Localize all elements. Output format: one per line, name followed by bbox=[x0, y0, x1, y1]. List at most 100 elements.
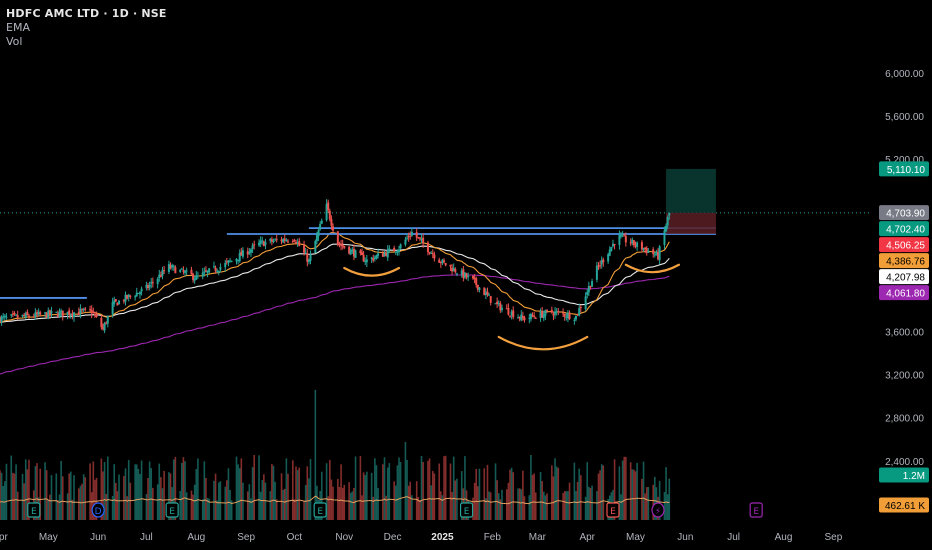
candle-body bbox=[373, 257, 376, 259]
candle-body bbox=[0, 317, 1, 323]
volume-bar bbox=[399, 461, 402, 520]
event-marker[interactable]: E bbox=[313, 502, 327, 518]
volume-bar bbox=[126, 496, 128, 520]
candle-body bbox=[372, 258, 375, 261]
volume-bar bbox=[298, 467, 301, 520]
volume-bar bbox=[351, 491, 354, 520]
volume-bar bbox=[620, 494, 622, 520]
event-marker[interactable]: ⚡ bbox=[651, 502, 665, 518]
volume-bar bbox=[152, 487, 154, 520]
volume-bar bbox=[240, 458, 243, 520]
candle-body bbox=[39, 312, 42, 315]
event-marker[interactable]: E bbox=[165, 502, 179, 518]
event-marker[interactable]: E bbox=[606, 502, 620, 518]
volume-bar bbox=[264, 482, 267, 520]
candle-body bbox=[295, 241, 298, 244]
event-marker-frame bbox=[749, 502, 763, 518]
symbol-title[interactable]: HDFC AMC LTD · 1D · NSE bbox=[6, 7, 167, 20]
volume-bar bbox=[39, 468, 42, 520]
candle-body bbox=[573, 319, 576, 321]
time-tick-label: May bbox=[626, 532, 645, 543]
volume-bar bbox=[361, 495, 363, 520]
candle-body bbox=[584, 296, 587, 310]
candle-body bbox=[381, 253, 384, 257]
candle-body bbox=[531, 315, 534, 317]
candle-body bbox=[523, 317, 526, 321]
candle-body bbox=[483, 287, 486, 296]
volume-bar bbox=[539, 471, 542, 520]
volume-bar bbox=[106, 456, 109, 520]
candle-body bbox=[56, 313, 59, 317]
ema-indicator-label[interactable]: EMA bbox=[6, 21, 30, 34]
volume-bar bbox=[341, 487, 344, 520]
volume-bar bbox=[534, 492, 537, 520]
candle-body bbox=[225, 261, 228, 263]
candle-body bbox=[264, 241, 267, 246]
volume-bar bbox=[147, 477, 149, 520]
candle-body bbox=[496, 301, 499, 304]
event-marker[interactable]: E bbox=[27, 502, 41, 518]
candle-body bbox=[415, 232, 418, 238]
volume-bar bbox=[0, 472, 3, 520]
volume-bar bbox=[597, 473, 600, 520]
candle-body bbox=[118, 300, 121, 305]
candle-body bbox=[95, 313, 98, 317]
candle-body bbox=[589, 285, 592, 288]
volume-bar bbox=[92, 461, 95, 520]
volume-bar bbox=[102, 471, 104, 520]
event-marker-label: E bbox=[317, 507, 323, 517]
volume-bar bbox=[332, 486, 334, 520]
candle-body bbox=[68, 310, 71, 316]
candle-body bbox=[307, 259, 310, 262]
candle-body bbox=[607, 254, 610, 262]
candle-body bbox=[84, 308, 87, 310]
candle-body bbox=[472, 275, 475, 279]
volume-bar bbox=[263, 474, 265, 520]
volume-bar bbox=[123, 476, 125, 520]
candle-body bbox=[443, 260, 446, 262]
event-markers[interactable]: E D E E E E ⚡ E bbox=[27, 502, 763, 518]
trade-box[interactable] bbox=[666, 168, 716, 234]
price-badge-bg bbox=[879, 237, 929, 253]
event-marker[interactable]: E bbox=[459, 502, 474, 518]
volume-bar bbox=[441, 495, 444, 520]
candle-body bbox=[433, 254, 436, 259]
volume-bar bbox=[409, 481, 412, 520]
time-axis[interactable]: Apr May Jun Jul Aug Sep Oct Nov Dec 2025 Feb Mar Apr… bbox=[0, 532, 843, 543]
volume-bar bbox=[69, 471, 72, 520]
price-axis[interactable]: 6,000.00 5,600.00 5,200.00 3,600.00 3,200.00… bbox=[885, 69, 924, 468]
volume-bar bbox=[531, 474, 534, 520]
candle-body bbox=[147, 285, 150, 289]
candle-body bbox=[114, 299, 117, 302]
event-marker[interactable]: E bbox=[749, 502, 763, 518]
candle-body bbox=[150, 282, 153, 284]
volume-bar bbox=[129, 482, 132, 520]
volume-bar bbox=[275, 499, 278, 520]
candle-body bbox=[476, 284, 479, 290]
candle-body bbox=[576, 314, 579, 316]
volume-bar bbox=[600, 464, 603, 520]
candle-body bbox=[184, 271, 187, 273]
time-tick-label: Oct bbox=[287, 532, 303, 543]
candle-body bbox=[208, 268, 211, 273]
volume-bar bbox=[629, 462, 632, 520]
volume-bar bbox=[555, 466, 558, 520]
candle-body bbox=[348, 246, 351, 254]
volume-bar bbox=[309, 458, 312, 520]
candle-body bbox=[385, 252, 388, 256]
candle-body bbox=[521, 316, 524, 318]
candle-body bbox=[512, 310, 515, 318]
volume-indicator-label[interactable]: Vol bbox=[6, 35, 23, 48]
volume-bar bbox=[57, 499, 59, 520]
volume-bar bbox=[214, 473, 217, 520]
volume-bar bbox=[665, 467, 667, 520]
volume-bar bbox=[49, 494, 51, 520]
volume-bar bbox=[293, 499, 296, 520]
event-marker[interactable]: D bbox=[91, 502, 105, 518]
volume-bar bbox=[523, 496, 526, 520]
volume-bar bbox=[182, 457, 185, 520]
volume-bar bbox=[5, 463, 8, 520]
volume-bar bbox=[419, 500, 421, 520]
volume-bar bbox=[354, 456, 357, 520]
